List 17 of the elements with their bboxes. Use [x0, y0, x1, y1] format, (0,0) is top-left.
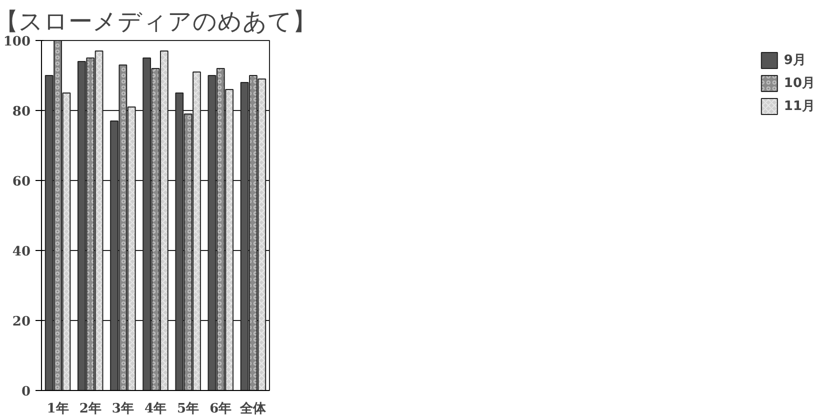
y-tick-label: 20 [12, 314, 31, 330]
y-tick-label: 60 [12, 174, 31, 190]
legend-label: 10月 [784, 75, 815, 92]
y-tick-label: 0 [21, 384, 30, 400]
x-tick-label: 6年 [210, 402, 232, 416]
chart-title: 【スローメディアのめあて】 [0, 8, 316, 36]
y-tick-label: 80 [12, 104, 31, 120]
x-tick-label: 2年 [79, 402, 102, 416]
y-tick-label: 40 [12, 244, 31, 260]
x-tick-label: 4年 [144, 402, 167, 416]
legend-label: 11月 [784, 98, 815, 115]
x-tick-label: 5年 [177, 402, 200, 416]
x-tick-label: 1年 [46, 402, 69, 416]
legend-label: 9月 [784, 52, 806, 69]
x-tick-label: 3年 [112, 402, 134, 416]
y-tick-label: 100 [3, 34, 31, 50]
x-tick-label: 全体 [239, 402, 268, 416]
